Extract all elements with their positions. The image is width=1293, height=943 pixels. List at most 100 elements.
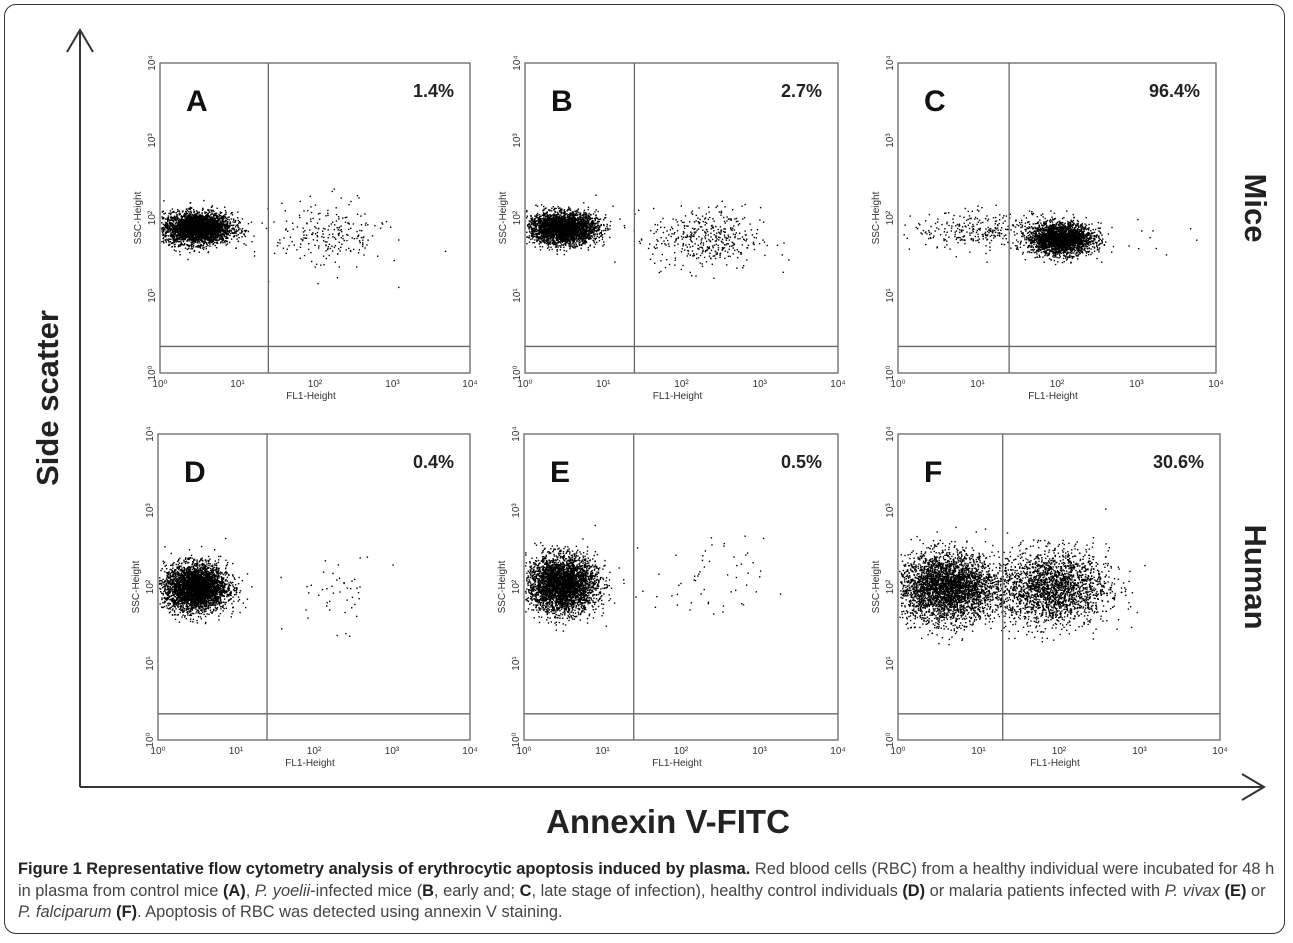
x-tick-label: 10²	[308, 379, 323, 390]
data-point	[310, 220, 312, 223]
data-point	[327, 247, 329, 250]
data-point	[202, 219, 204, 221]
data-point	[205, 231, 208, 233]
data-point	[361, 230, 363, 232]
data-point	[314, 233, 317, 235]
data-point	[198, 234, 200, 236]
data-point	[165, 231, 168, 233]
data-point	[590, 213, 592, 216]
data-point	[526, 215, 528, 217]
data-point	[232, 221, 234, 223]
data-point	[207, 228, 209, 230]
data-point	[208, 210, 210, 212]
data-point	[241, 230, 243, 233]
data-point	[183, 216, 186, 218]
data-point	[593, 246, 595, 248]
data-point	[204, 227, 206, 230]
data-point	[225, 220, 227, 222]
data-point	[536, 230, 538, 233]
data-point	[212, 232, 214, 234]
data-point	[189, 220, 191, 222]
data-point	[572, 211, 574, 213]
data-point	[585, 211, 587, 214]
data-point	[220, 238, 223, 241]
data-point	[180, 222, 182, 224]
data-point	[194, 213, 196, 215]
data-point	[303, 210, 305, 212]
data-point	[188, 214, 190, 216]
data-point	[215, 212, 217, 214]
data-point	[364, 213, 366, 215]
data-point	[162, 226, 165, 229]
data-point	[193, 250, 195, 253]
data-point	[202, 247, 204, 249]
data-point	[199, 235, 201, 237]
data-point	[199, 236, 201, 239]
data-point	[193, 228, 195, 230]
data-point	[221, 218, 224, 221]
data-point	[224, 220, 226, 222]
data-point	[544, 218, 546, 220]
data-point	[201, 209, 204, 211]
data-point	[195, 234, 197, 236]
data-point	[247, 230, 249, 233]
data-point	[309, 229, 311, 231]
data-point	[214, 244, 216, 247]
data-point	[359, 241, 361, 244]
data-point	[571, 215, 573, 217]
data-point	[253, 251, 256, 253]
data-point	[171, 233, 173, 235]
data-point	[188, 224, 190, 226]
data-point	[304, 237, 307, 239]
data-point	[184, 230, 186, 232]
data-point	[185, 213, 187, 216]
data-point	[227, 233, 229, 235]
data-point	[208, 236, 211, 239]
data-point	[173, 249, 176, 251]
data-point	[222, 217, 224, 220]
data-point	[172, 234, 174, 237]
data-point	[207, 230, 209, 232]
data-point	[200, 228, 203, 231]
data-point	[381, 223, 384, 225]
data-point	[221, 227, 223, 229]
data-point	[222, 224, 224, 226]
data-point	[531, 222, 533, 225]
data-point	[180, 219, 182, 222]
data-point	[326, 241, 328, 243]
data-point	[180, 225, 183, 227]
data-point	[189, 233, 192, 235]
data-point	[199, 234, 202, 236]
data-point	[178, 244, 180, 246]
data-point	[277, 241, 279, 244]
data-point	[190, 206, 192, 209]
data-point	[593, 231, 595, 234]
data-point	[348, 247, 350, 250]
data-point	[176, 217, 179, 220]
data-point	[579, 237, 582, 239]
data-point	[187, 244, 189, 246]
data-point	[212, 231, 214, 233]
data-point	[338, 232, 340, 234]
data-point	[232, 227, 234, 229]
data-point	[318, 227, 320, 230]
data-point	[205, 217, 208, 219]
data-point	[566, 216, 569, 219]
data-point	[173, 210, 175, 213]
data-point	[237, 217, 239, 219]
data-point	[184, 228, 186, 230]
data-point	[186, 209, 189, 212]
data-point	[557, 234, 559, 236]
data-point	[187, 231, 189, 233]
data-point	[191, 221, 194, 223]
data-point	[235, 232, 237, 235]
data-point	[220, 223, 222, 225]
data-point	[195, 246, 197, 248]
data-point	[210, 223, 212, 226]
data-point	[348, 228, 350, 231]
data-point	[164, 239, 166, 241]
data-point	[223, 226, 226, 228]
data-point	[571, 217, 573, 219]
data-point	[197, 242, 199, 244]
data-point	[318, 247, 320, 249]
